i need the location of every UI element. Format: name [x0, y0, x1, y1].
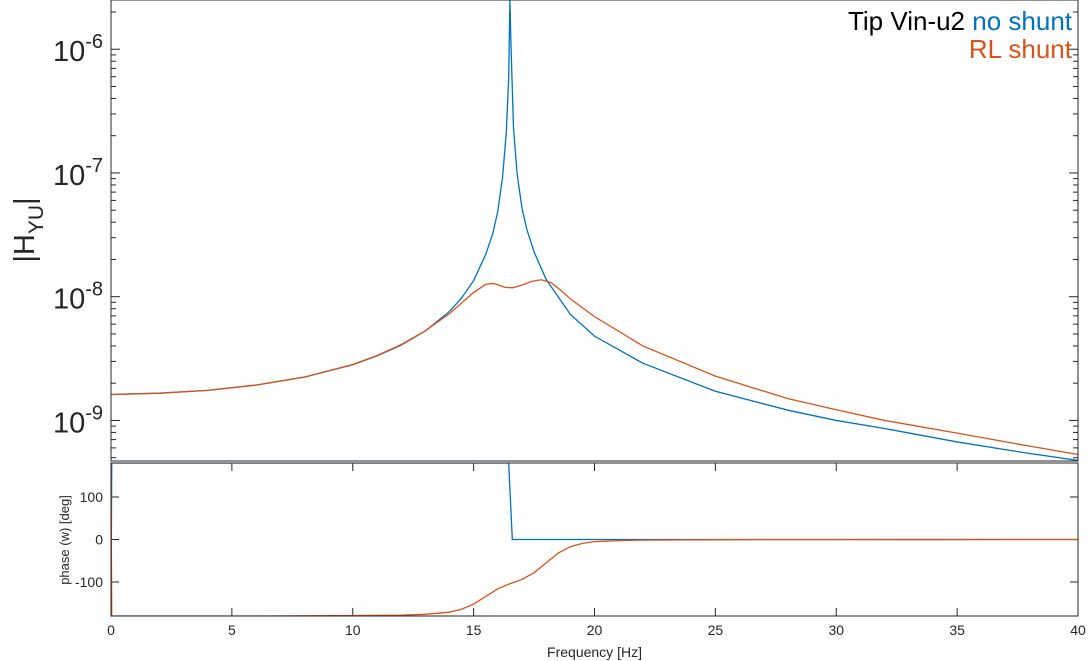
y-axis-label: |HYU|: [9, 197, 48, 262]
phase-plot: -100 0 100 0 5 10 15 20 25 30 35 40 phase (w) [deg] F…: [57, 462, 1086, 660]
x-tick-label: 0: [107, 622, 115, 638]
phase-plot-frame: [110, 462, 1079, 617]
x-axis-label: Frequency [Hz]: [547, 644, 642, 660]
phase-y-tick-label: 100: [80, 489, 104, 505]
x-tick-label: 30: [828, 622, 844, 638]
x-tick-label: 40: [1070, 622, 1086, 638]
phase-y-tick-label: -100: [75, 574, 103, 590]
x-tick-label: 25: [708, 622, 724, 638]
phase-y-tick-label: 0: [95, 532, 103, 548]
magnitude-plot: 10-9 10-8 10-7 10-6 |HYU| Tip Vin-u2 no shunt…: [9, 0, 1079, 462]
x-tick-label: 15: [466, 622, 482, 638]
x-tick-label: 10: [345, 622, 361, 638]
y-tick-label: 10-7: [53, 155, 103, 192]
x-tick-label: 5: [228, 622, 236, 638]
y-tick-label: 10-6: [53, 31, 103, 68]
y-tick-label: 10-9: [53, 402, 103, 439]
phase-y-axis-label: phase (w) [deg]: [57, 495, 72, 585]
x-tick-label: 35: [949, 622, 965, 638]
magnitude-plot-frame: [110, 0, 1079, 462]
x-tick-label: 20: [587, 622, 603, 638]
series-line-rl-shunt: [111, 279, 1078, 456]
legend-rl-shunt: RL shunt: [969, 34, 1073, 64]
magnitude-plot-area: [111, 0, 1078, 461]
y-tick-label: 10-8: [53, 279, 103, 316]
phase-line-no-shunt: [111, 463, 1078, 616]
legend-line-1: Tip Vin-u2 no shunt: [848, 6, 1073, 36]
